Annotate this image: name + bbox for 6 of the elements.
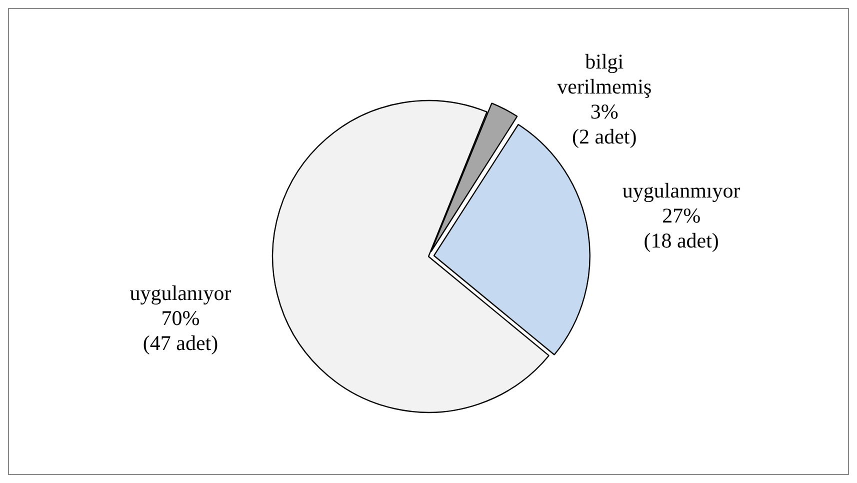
data-label: 27% (18 adet) xyxy=(644,203,719,252)
slice-label: uygulanmıyor xyxy=(622,178,740,202)
slice-label: uygulanıyor xyxy=(130,281,232,306)
slice-label: bilgi verilmemiş xyxy=(557,49,652,98)
data-label: 3% (2 adet) xyxy=(572,99,637,148)
data-label: 70% (47 adet) xyxy=(142,306,218,356)
